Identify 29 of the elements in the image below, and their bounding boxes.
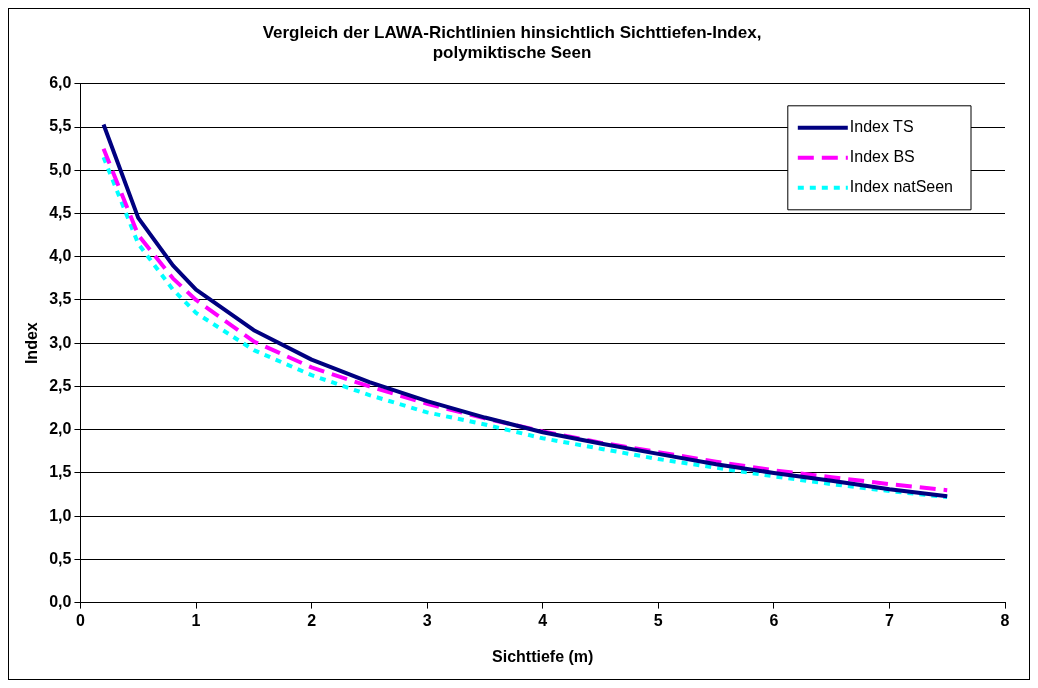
x-tick-label: 6 xyxy=(769,611,779,629)
x-tick-label: 5 xyxy=(653,611,663,629)
x-tick-label: 2 xyxy=(307,611,317,629)
y-tick-label: 1,0 xyxy=(49,506,72,524)
x-tick-label: 0 xyxy=(75,611,85,629)
legend-label: Index TS xyxy=(849,118,914,136)
x-tick-label: 8 xyxy=(1000,611,1010,629)
text: polymiktische Seen xyxy=(432,43,592,63)
y-tick-label: 5,5 xyxy=(49,117,72,135)
legend-label: Index natSeen xyxy=(849,178,954,196)
y-tick-label: 2,0 xyxy=(49,420,72,438)
text: Vergleich der LAWA-Richtlinien hinsichtlich Sichttiefen-Index, xyxy=(262,22,762,42)
x-tick-label: 7 xyxy=(884,611,894,629)
y-tick-label: 3,5 xyxy=(49,290,72,308)
x-tick-label: 4 xyxy=(538,611,548,629)
y-tick-label: 5,0 xyxy=(49,160,72,178)
y-tick-label: 4,0 xyxy=(49,247,72,265)
x-tick-label: 1 xyxy=(191,611,201,629)
y-tick-label: 0,0 xyxy=(49,593,72,611)
y-tick-label: 1,5 xyxy=(49,463,72,481)
legend-label: Index BS xyxy=(849,148,915,166)
y-tick-label: 3,0 xyxy=(49,333,72,351)
y-tick-label: 4,5 xyxy=(49,203,72,221)
y-tick-label: 6,0 xyxy=(49,74,72,92)
x-tick-label: 3 xyxy=(422,611,432,629)
x-axis-title: Sichttiefe (m) xyxy=(492,647,594,665)
y-tick-label: 2,5 xyxy=(49,376,72,394)
y-tick-label: 0,5 xyxy=(49,549,72,567)
y-axis-title: Index xyxy=(23,322,41,365)
